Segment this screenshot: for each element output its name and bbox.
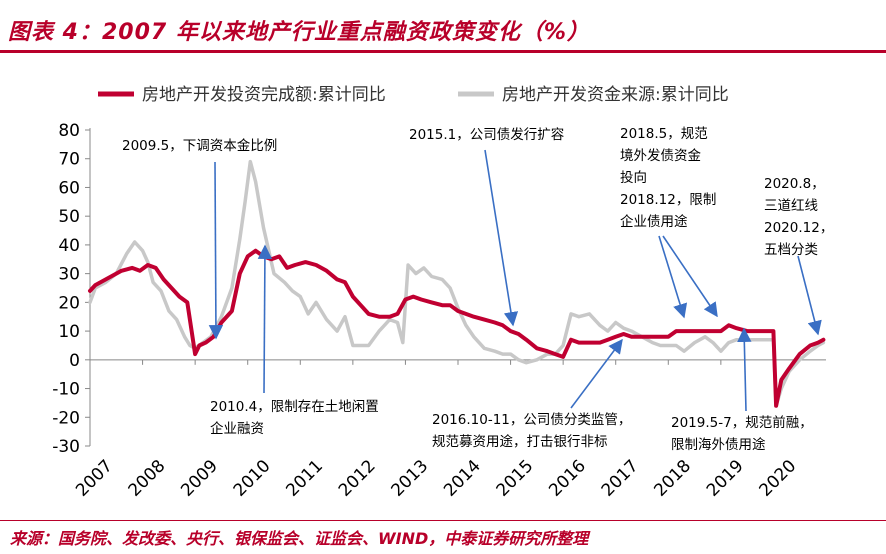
- annotation-line: 限制海外债用途: [671, 436, 766, 453]
- annotation-line: 2020.12，: [764, 220, 833, 236]
- annotation-4: 2016.10-11，公司债分类监管， 规范募资用途，打击银行非标: [432, 412, 631, 450]
- x-tick-label: 2009: [177, 456, 222, 501]
- y-tick-label: -20: [52, 408, 80, 428]
- annotation-line: 2018.12，限制: [620, 192, 716, 208]
- x-tick-label: 2016: [545, 456, 590, 501]
- annotation-arrow-7: [797, 255, 822, 336]
- x-tick-label: 2013: [388, 456, 433, 501]
- legend-label-1: 房地产开发投资完成额:累计同比: [142, 85, 386, 105]
- y-tick-label: 50: [58, 207, 80, 227]
- y-tick-label: 0: [69, 351, 80, 371]
- annotation-arrow-5: [658, 235, 688, 319]
- annotation-arrow-4: [570, 338, 623, 409]
- annotation-line: 三道红线: [764, 198, 818, 214]
- annotation-line: 企业融资: [210, 420, 264, 437]
- x-tick-label: 2017: [598, 456, 643, 501]
- annotation-5: 2018.5，规范境外发债资金投向 2018.12，限制企业债用途: [620, 126, 716, 230]
- annotation-line: 2016.10-11，公司债分类监管，: [432, 412, 631, 428]
- title-divider: [0, 50, 886, 53]
- x-tick-label: 2019: [703, 456, 748, 501]
- annotation-line: 五档分类: [764, 242, 818, 258]
- annotation-arrow-1: [208, 161, 224, 340]
- x-tick-label: 2015: [493, 456, 538, 501]
- annotation-arrow-5: [662, 235, 718, 318]
- annotation-line: 2019.5-7，规范前融，: [671, 414, 813, 431]
- annotation-line: 投向: [620, 170, 647, 186]
- annotation-line: 企业债用途: [620, 213, 688, 230]
- annotation-7: 2020.8， 三道红线 2020.12， 五档分类: [764, 176, 833, 258]
- annotation-line: 规范募资用途，打击银行非标: [432, 433, 608, 450]
- annotation-line: 2010.4，限制存在土地闲置: [210, 399, 379, 415]
- x-tick-label: 2020: [756, 456, 801, 501]
- x-tick-label: 2018: [650, 456, 695, 501]
- y-tick-label: -10: [52, 380, 80, 400]
- annotation-line: 境外发债资金: [620, 148, 701, 164]
- annotation-arrow-2: [257, 244, 273, 394]
- y-tick-label: 70: [58, 150, 80, 170]
- series-line-1: [88, 248, 826, 408]
- annotation-line: 2009.5，下调资本金比例: [122, 138, 277, 154]
- annotation-6: 2019.5-7，规范前融， 限制海外债用途: [671, 414, 813, 453]
- annotation-3: 2015.1，公司债发行扩容: [409, 126, 564, 143]
- x-tick-label: 2014: [440, 456, 485, 501]
- annotation-2: 2010.4，限制存在土地闲置企业融资: [210, 399, 379, 437]
- x-tick-label: 2012: [335, 456, 380, 501]
- y-tick-label: 10: [58, 322, 80, 342]
- annotation-line: 2018.5，规范: [620, 126, 708, 142]
- y-tick-label: -30: [52, 437, 80, 457]
- y-tick-label: 40: [58, 236, 80, 256]
- y-tick-label: 80: [58, 121, 80, 141]
- annotation-line: 2015.1，公司债发行扩容: [409, 126, 564, 143]
- y-tick-label: 30: [58, 265, 80, 285]
- y-tick-label: 20: [58, 293, 80, 313]
- annotation-arrow-6: [737, 327, 752, 412]
- legend-label-2: 房地产开发资金来源:累计同比: [502, 85, 729, 105]
- x-tick-label: 2007: [72, 456, 117, 501]
- x-tick-label: 2010: [230, 456, 275, 501]
- source-note: 来源：国务院、发改委、央行、银保监会、证监会、WIND，中泰证券研究所整理: [10, 529, 589, 548]
- annotation-arrow-3: [484, 149, 519, 327]
- annotation-line: 2020.8，: [764, 176, 825, 192]
- source-divider: [0, 520, 886, 521]
- annotation-1: 2009.5，下调资本金比例: [122, 138, 277, 154]
- y-tick-label: 60: [58, 178, 80, 198]
- x-tick-label: 2008: [125, 456, 170, 501]
- page-title: 图表 4：2007 年以来地产行业重点融资政策变化（%）: [8, 20, 590, 45]
- x-tick-label: 2011: [282, 456, 327, 501]
